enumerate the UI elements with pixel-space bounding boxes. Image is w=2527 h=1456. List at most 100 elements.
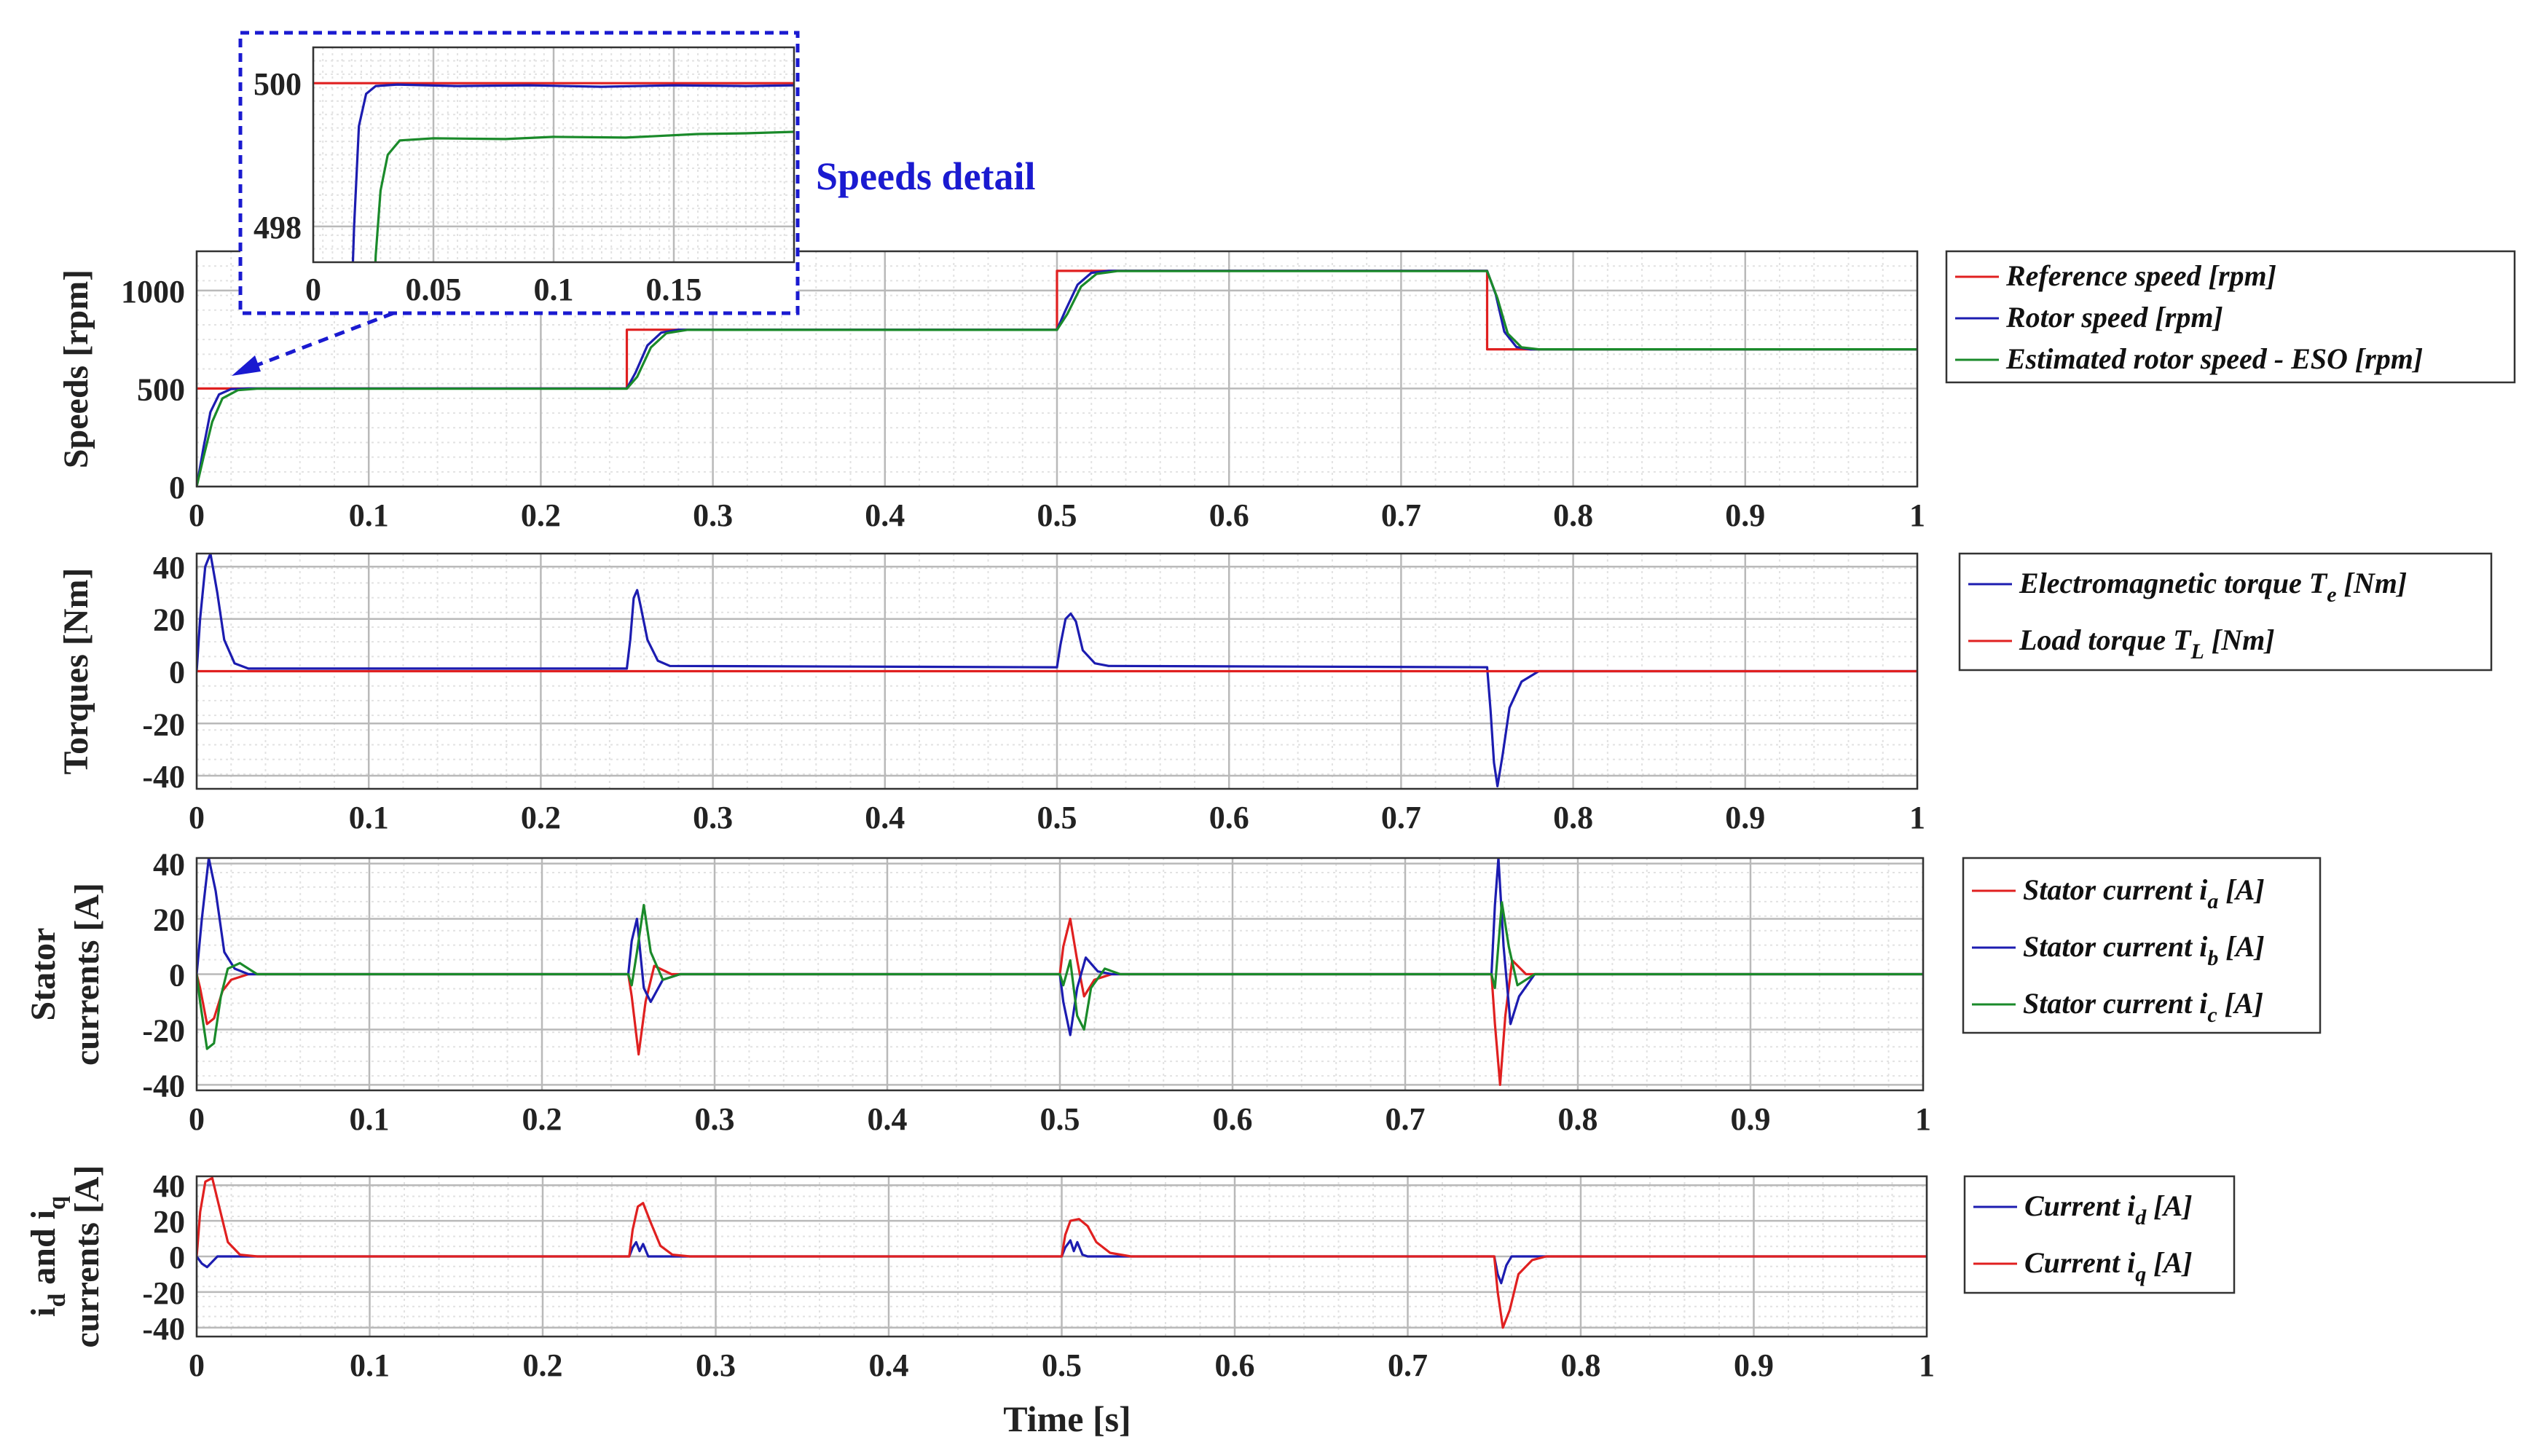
legend-label: Stator current ia [A] xyxy=(2023,873,2265,913)
y-tick-label: 40 xyxy=(153,847,185,883)
y-tick-label: -20 xyxy=(142,707,185,742)
y-tick-label: 500 xyxy=(254,66,302,102)
x-tick-label: 0 xyxy=(189,497,205,533)
x-tick-label: 0.7 xyxy=(1381,800,1421,835)
y-tick-label: 500 xyxy=(137,371,185,407)
x-tick-label: 0.2 xyxy=(521,497,561,533)
x-tick-label: 0.5 xyxy=(1037,800,1077,835)
y-tick-label: 498 xyxy=(254,210,302,245)
x-tick-label: 0.1 xyxy=(350,1101,390,1137)
y-tick-label: -20 xyxy=(142,1275,185,1311)
x-tick-label: 0 xyxy=(189,1101,205,1137)
y-tick-label: 0 xyxy=(169,958,185,993)
y-tick-label: 40 xyxy=(153,550,185,586)
legend-label: Electromagnetic torque Te [Nm] xyxy=(2019,567,2407,607)
x-tick-label: 0 xyxy=(189,800,205,835)
series-line xyxy=(351,83,794,262)
axes-frame xyxy=(195,250,1919,488)
y-axis-label: id and iq xyxy=(24,1196,71,1317)
x-tick-label: 0.1 xyxy=(534,272,574,307)
axes-frame xyxy=(195,552,1919,790)
x-tick-label: 0.4 xyxy=(865,800,905,835)
x-tick-label: 0.1 xyxy=(349,800,389,835)
series-line xyxy=(197,269,1917,390)
x-tick-label: 0.4 xyxy=(869,1347,909,1383)
y-tick-label: 0 xyxy=(169,470,185,505)
x-axis-label: Time [s] xyxy=(1003,1398,1131,1439)
y-tick-label: 0 xyxy=(169,655,185,690)
x-tick-label: 0.4 xyxy=(865,497,905,533)
x-tick-label: 0.5 xyxy=(1040,1101,1080,1137)
y-tick-label: -20 xyxy=(142,1012,185,1048)
panel-1: 0 0.1 0.2 0.3 0.4 0.5 0.6 0.7 0.8 0.9 1 0 500 1000 Ref… xyxy=(57,250,2516,533)
inset-group: 0 0.05 0.1 0.15 498 500 xyxy=(232,31,800,376)
y-tick-label: -40 xyxy=(142,1068,185,1103)
x-tick-label: 0.1 xyxy=(349,497,389,533)
axes-frame xyxy=(195,857,1925,1092)
legend-box xyxy=(1945,250,2516,384)
x-tick-label: 0 xyxy=(189,1347,205,1383)
x-tick-label: 0.5 xyxy=(1042,1347,1082,1383)
x-tick-label: 1 xyxy=(1915,1101,1931,1137)
y-tick-label: 0 xyxy=(169,1240,185,1275)
y-axis-label: currents [A] xyxy=(68,883,106,1066)
x-tick-label: 0.9 xyxy=(1725,800,1765,835)
x-tick-label: 0.2 xyxy=(522,1101,562,1137)
x-tick-label: 0.7 xyxy=(1388,1347,1428,1383)
y-tick-label: 20 xyxy=(153,602,185,638)
x-tick-label: 0.2 xyxy=(521,800,561,835)
legend-label: Stator current ib [A] xyxy=(2023,930,2265,970)
x-tick-label: 0.8 xyxy=(1553,497,1593,533)
x-tick-label: 0.05 xyxy=(406,272,462,307)
inset-frame xyxy=(312,46,795,264)
y-tick-label: -40 xyxy=(142,759,185,795)
y-axis-label: Torques [Nm] xyxy=(57,567,95,774)
x-tick-label: 0.3 xyxy=(696,1347,736,1383)
legend-label: Load torque TL [Nm] xyxy=(2019,623,2275,664)
x-tick-label: 0.3 xyxy=(693,800,733,835)
legend-label: Stator current ic [A] xyxy=(2023,987,2263,1027)
y-tick-label: 1000 xyxy=(121,274,185,310)
y-tick-label: 40 xyxy=(153,1168,185,1204)
x-tick-label: 0.7 xyxy=(1381,497,1421,533)
inset-caption: Speeds detail xyxy=(816,154,1036,198)
series-line xyxy=(197,1176,1927,1329)
legend-box xyxy=(1963,1175,2236,1294)
panel-4: 0 0.1 0.2 0.3 0.4 0.5 0.6 0.7 0.8 0.9 1-40-2002040… xyxy=(24,1165,2236,1383)
x-tick-label: 1 xyxy=(1919,1347,1935,1383)
x-tick-label: 0.6 xyxy=(1209,497,1249,533)
y-tick-label: 20 xyxy=(153,1204,185,1240)
inset-pointer-line xyxy=(240,311,394,374)
x-tick-label: 0.9 xyxy=(1731,1101,1771,1137)
series-line xyxy=(197,269,1917,487)
legend-label: Rotor speed [rpm] xyxy=(2005,301,2223,334)
x-tick-label: 0.8 xyxy=(1561,1347,1601,1383)
legend-label: Reference speed [rpm] xyxy=(2005,259,2276,292)
x-tick-label: 0.7 xyxy=(1386,1101,1426,1137)
legend-label: Current iq [A] xyxy=(2024,1246,2193,1286)
x-tick-label: 0.8 xyxy=(1553,800,1593,835)
series-line xyxy=(197,554,1917,787)
y-tick-label: -40 xyxy=(142,1311,185,1347)
series-line xyxy=(374,130,794,262)
y-axis-label: Speeds [rpm] xyxy=(57,269,95,468)
legend-label: Estimated rotor speed - ESO [rpm] xyxy=(2005,342,2423,375)
x-tick-label: 0.1 xyxy=(350,1347,390,1383)
x-tick-label: 0 xyxy=(305,272,321,307)
series-line xyxy=(197,901,1923,1050)
legend-box xyxy=(1958,552,2493,672)
y-tick-label: 20 xyxy=(153,902,185,938)
x-tick-label: 0.3 xyxy=(693,497,733,533)
x-tick-label: 0.9 xyxy=(1734,1347,1774,1383)
x-tick-label: 1 xyxy=(1909,497,1925,533)
y-axis-label: currents [A] xyxy=(68,1165,106,1347)
x-tick-label: 0.9 xyxy=(1725,497,1765,533)
x-tick-label: 0.6 xyxy=(1209,800,1249,835)
x-tick-label: 0.15 xyxy=(646,272,702,307)
legend-label: Current id [A] xyxy=(2024,1189,2193,1229)
x-tick-label: 0.8 xyxy=(1558,1101,1598,1137)
x-tick-label: 0.3 xyxy=(695,1101,735,1137)
inset-pointer-arrowhead xyxy=(232,355,261,376)
